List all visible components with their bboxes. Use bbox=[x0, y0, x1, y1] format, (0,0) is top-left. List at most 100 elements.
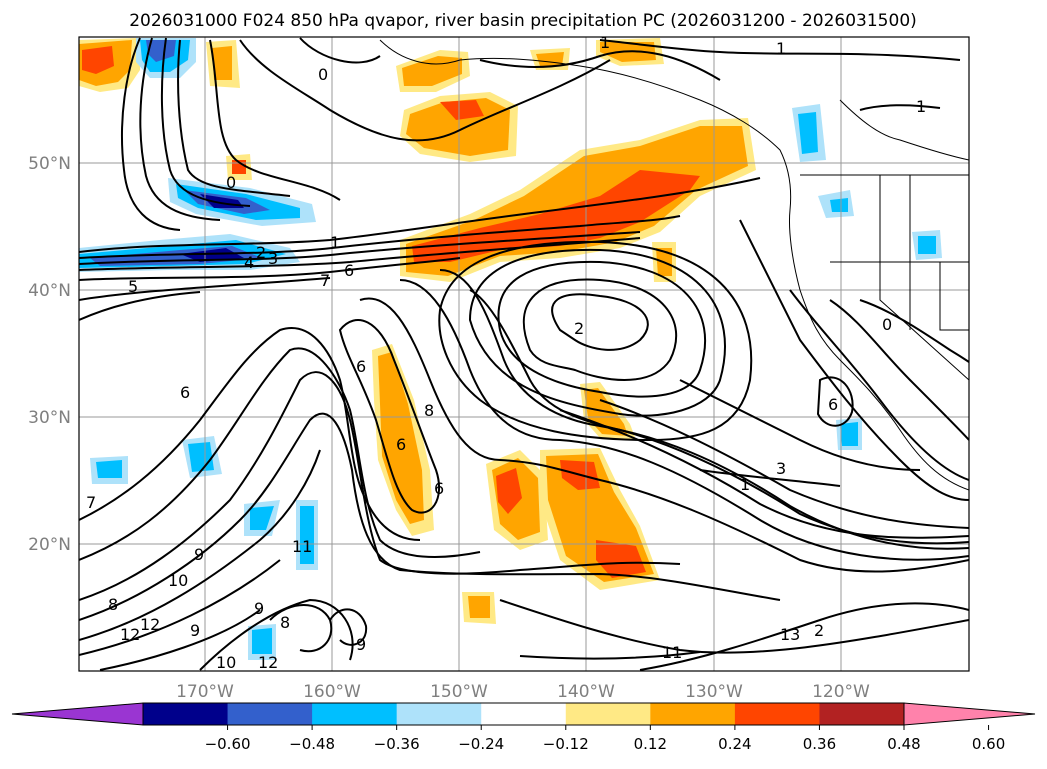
contour-line bbox=[329, 608, 368, 646]
lon-label: 150°W bbox=[430, 682, 488, 702]
state-border bbox=[879, 262, 969, 381]
contour-label: 6 bbox=[180, 383, 190, 402]
contour-label: 9 bbox=[356, 635, 366, 654]
contour-line bbox=[239, 39, 611, 142]
contour-label: 1 bbox=[600, 33, 610, 52]
colorbar-tick-label: 0.36 bbox=[803, 735, 836, 753]
contour-label: 10 bbox=[216, 653, 236, 672]
colorbar-tick-label: −0.24 bbox=[458, 735, 504, 753]
contour-label: 6 bbox=[396, 435, 406, 454]
lat-label: 30°N bbox=[28, 408, 71, 428]
shade-region bbox=[300, 506, 314, 564]
lat-label: 20°N bbox=[28, 535, 71, 555]
contour-label: 9 bbox=[194, 545, 204, 564]
shade-region bbox=[596, 540, 646, 578]
contour-line bbox=[739, 219, 969, 501]
colorbar-segment bbox=[312, 703, 398, 725]
contour-label: 1 bbox=[740, 475, 750, 494]
contour-line bbox=[79, 237, 641, 271]
contour-line bbox=[79, 559, 281, 656]
contour-line bbox=[79, 177, 761, 253]
colorbar-tick-label: 0.12 bbox=[634, 735, 667, 753]
contour-line bbox=[79, 215, 681, 259]
contour-label: 1 bbox=[776, 39, 786, 58]
colorbar-segment bbox=[734, 703, 820, 725]
shade-region bbox=[496, 468, 522, 514]
contour-label: 6 bbox=[356, 357, 366, 376]
contour-label: 1 bbox=[330, 233, 340, 252]
map-frame bbox=[78, 36, 970, 672]
shade-region bbox=[406, 98, 510, 156]
contour-label: 6 bbox=[434, 479, 444, 498]
contour-line bbox=[699, 469, 841, 487]
contour-line bbox=[79, 347, 481, 561]
colorbar: −0.60 −0.48 −0.36 −0.24 −0.12 0.12 0.24 0.36 0.4… bbox=[11, 702, 1036, 753]
colorbar-segment bbox=[143, 703, 229, 725]
contour-line bbox=[829, 299, 969, 441]
contour-label: 12 bbox=[140, 615, 160, 634]
contour-label: 5 bbox=[128, 277, 138, 296]
lat-label: 50°N bbox=[28, 154, 71, 174]
contour-line bbox=[79, 231, 641, 265]
longitude-labels: 170°W 160°W 150°W 140°W 130°W 120°W bbox=[176, 682, 870, 702]
contour-line bbox=[468, 248, 726, 417]
colorbar-tick-label: 0.60 bbox=[972, 735, 1005, 753]
shade-region bbox=[188, 442, 214, 472]
shade-region bbox=[378, 352, 424, 524]
contour-line bbox=[599, 39, 961, 61]
contour-label: 1 bbox=[916, 97, 926, 116]
lon-label: 140°W bbox=[557, 682, 615, 702]
contour-label: 11 bbox=[292, 537, 312, 556]
contour-line bbox=[499, 599, 969, 654]
contour-line bbox=[79, 277, 331, 301]
contour-label: 4 bbox=[244, 253, 254, 272]
contour-line bbox=[859, 299, 969, 363]
contour-line bbox=[199, 598, 354, 671]
contour-label: 0 bbox=[226, 173, 236, 192]
lat-label: 40°N bbox=[28, 281, 71, 301]
colorbar-segment bbox=[650, 703, 736, 725]
contour-label: 2 bbox=[814, 621, 824, 640]
contour-line bbox=[551, 293, 649, 351]
contour-label: 6 bbox=[344, 261, 354, 280]
coastline bbox=[839, 99, 969, 161]
lon-label: 170°W bbox=[176, 682, 234, 702]
shade-region bbox=[146, 40, 176, 62]
colorbar-tick-label: 0.24 bbox=[718, 735, 751, 753]
contour-line bbox=[79, 449, 321, 641]
contour-line bbox=[160, 37, 251, 207]
contour-label: 8 bbox=[280, 613, 290, 632]
state-border bbox=[939, 262, 969, 331]
contour-label: 6 bbox=[828, 395, 838, 414]
contour-label: 8 bbox=[108, 595, 118, 614]
contour-label: 12 bbox=[120, 625, 140, 644]
coastline bbox=[379, 39, 969, 491]
contour-line bbox=[519, 651, 701, 660]
contour-line bbox=[816, 376, 854, 427]
contour-line bbox=[121, 37, 181, 231]
contour-label: 8 bbox=[424, 401, 434, 420]
colorbar-segment bbox=[819, 703, 905, 725]
contour-label: 7 bbox=[86, 493, 96, 512]
contour-label: 0 bbox=[882, 315, 892, 334]
lon-label: 160°W bbox=[303, 682, 361, 702]
colorbar-tick-label: −0.36 bbox=[374, 735, 420, 753]
contour-line bbox=[177, 39, 291, 197]
lon-label: 130°W bbox=[685, 682, 743, 702]
colorbar-segment bbox=[481, 703, 567, 725]
latitude-labels: 50°N 40°N 30°N 20°N bbox=[28, 154, 71, 555]
contour-line bbox=[299, 37, 381, 64]
contour-line bbox=[522, 278, 678, 381]
shade-region bbox=[798, 112, 818, 154]
contour-line bbox=[497, 260, 706, 398]
contour-label: 7 bbox=[320, 271, 330, 290]
contour-label: 13 bbox=[780, 625, 800, 644]
contour-line bbox=[599, 399, 969, 529]
contour-label: 11 bbox=[662, 643, 682, 662]
shade-region bbox=[918, 236, 936, 254]
contour-line bbox=[859, 104, 941, 111]
contour-line bbox=[79, 371, 681, 601]
shade-region bbox=[96, 460, 122, 478]
